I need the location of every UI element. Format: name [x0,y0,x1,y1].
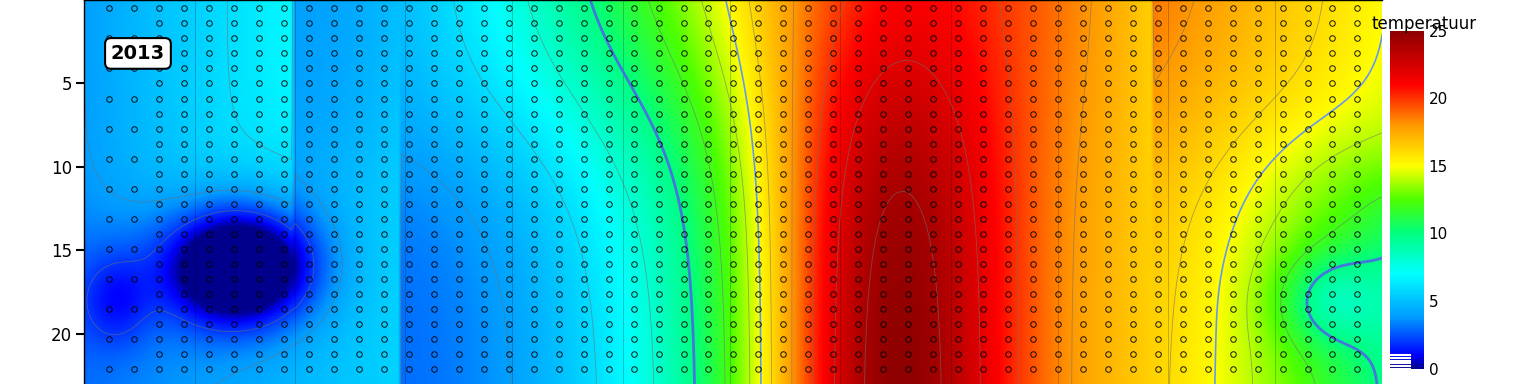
Text: temperatuur: temperatuur [1372,15,1476,33]
Text: 2013: 2013 [111,44,164,63]
